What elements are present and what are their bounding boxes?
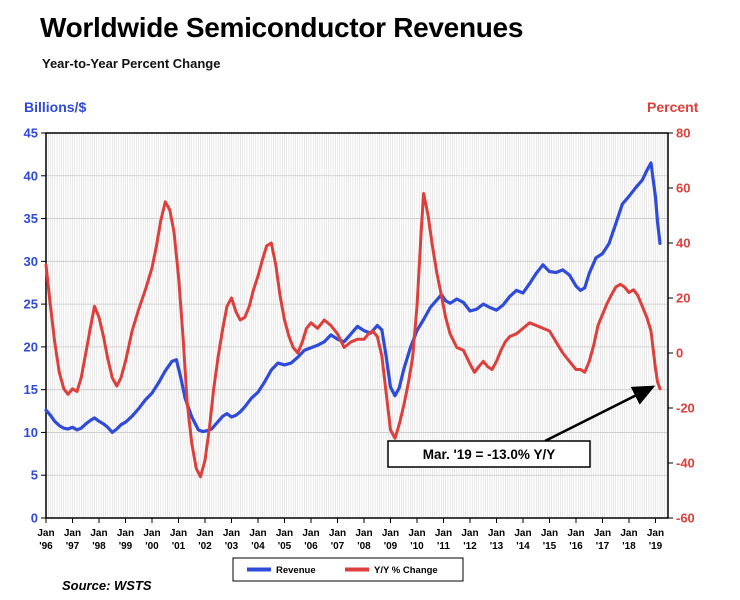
plot-border <box>45 132 669 519</box>
axis-tick-marks <box>41 132 673 523</box>
svg-text:Jan: Jan <box>620 528 637 539</box>
legend: Revenue Y/Y % Change <box>232 557 464 582</box>
svg-text:'15: '15 <box>543 541 557 552</box>
svg-text:'06: '06 <box>304 541 318 552</box>
svg-text:Jan: Jan <box>170 528 187 539</box>
svg-text:'05: '05 <box>278 541 292 552</box>
svg-text:'03: '03 <box>225 541 239 552</box>
svg-text:Jan: Jan <box>90 528 107 539</box>
source-credit: Source: WSTS <box>62 578 152 593</box>
annotation-arrow <box>544 385 656 443</box>
svg-text:Jan: Jan <box>37 528 54 539</box>
svg-text:Jan: Jan <box>435 528 452 539</box>
svg-text:'16: '16 <box>569 541 583 552</box>
annotation: Mar. '19 = -13.0% Y/Y <box>387 385 656 468</box>
svg-text:'13: '13 <box>490 541 504 552</box>
svg-text:45: 45 <box>24 126 38 141</box>
svg-text:'00: '00 <box>145 541 159 552</box>
chart-canvas: Billions/$ Percent 45 40 35 30 25 20 15 10 5 0 80… <box>24 99 699 582</box>
annotation-label: Mar. '19 = -13.0% Y/Y <box>423 447 555 462</box>
svg-text:'07: '07 <box>331 541 345 552</box>
svg-text:'19: '19 <box>649 541 663 552</box>
svg-text:'12: '12 <box>463 541 477 552</box>
svg-text:Jan: Jan <box>329 528 346 539</box>
svg-text:20: 20 <box>24 339 38 354</box>
svg-text:Jan: Jan <box>408 528 425 539</box>
svg-text:-60: -60 <box>676 511 695 526</box>
svg-text:'02: '02 <box>198 541 212 552</box>
svg-text:'99: '99 <box>119 541 133 552</box>
legend-yoy-label: Y/Y % Change <box>374 565 438 576</box>
svg-text:Jan: Jan <box>488 528 505 539</box>
svg-text:40: 40 <box>24 168 38 183</box>
svg-text:-40: -40 <box>676 456 695 471</box>
svg-text:'01: '01 <box>172 541 186 552</box>
svg-text:'08: '08 <box>357 541 371 552</box>
svg-text:Jan: Jan <box>594 528 611 539</box>
svg-text:0: 0 <box>31 511 38 526</box>
chart-title: Worldwide Semiconductor Revenues <box>40 12 524 43</box>
svg-text:'09: '09 <box>384 541 398 552</box>
svg-text:30: 30 <box>24 254 38 269</box>
svg-text:'97: '97 <box>66 541 80 552</box>
svg-text:20: 20 <box>676 291 690 306</box>
svg-text:Jan: Jan <box>117 528 134 539</box>
svg-text:Jan: Jan <box>355 528 372 539</box>
yoy-line <box>44 192 662 479</box>
svg-text:Jan: Jan <box>461 528 478 539</box>
svg-text:Jan: Jan <box>514 528 531 539</box>
svg-text:'10: '10 <box>410 541 424 552</box>
svg-text:25: 25 <box>24 297 38 312</box>
svg-text:-20: -20 <box>676 401 695 416</box>
svg-text:Jan: Jan <box>249 528 266 539</box>
svg-text:'17: '17 <box>596 541 610 552</box>
left-axis-title: Billions/$ <box>24 99 86 115</box>
svg-text:'96: '96 <box>39 541 53 552</box>
right-axis-title: Percent <box>647 99 699 115</box>
svg-text:Jan: Jan <box>143 528 160 539</box>
x-axis-labels: Jan '96 Jan '97 Jan '98 Jan '99 Jan '00 Jan '01 Jan '… <box>37 528 664 552</box>
svg-text:80: 80 <box>676 126 690 141</box>
svg-text:35: 35 <box>24 211 38 226</box>
svg-text:40: 40 <box>676 236 690 251</box>
svg-text:Jan: Jan <box>382 528 399 539</box>
svg-text:'11: '11 <box>437 541 450 552</box>
svg-text:Jan: Jan <box>196 528 213 539</box>
svg-text:Jan: Jan <box>276 528 293 539</box>
svg-text:10: 10 <box>24 425 38 440</box>
annotation-box <box>387 440 591 468</box>
svg-text:'14: '14 <box>516 541 530 552</box>
svg-text:Jan: Jan <box>302 528 319 539</box>
svg-text:Jan: Jan <box>64 528 81 539</box>
svg-text:60: 60 <box>676 181 690 196</box>
svg-text:0: 0 <box>676 346 683 361</box>
svg-text:Jan: Jan <box>541 528 558 539</box>
svg-text:Jan: Jan <box>567 528 584 539</box>
svg-text:Jan: Jan <box>223 528 240 539</box>
svg-text:'04: '04 <box>251 541 265 552</box>
svg-text:'18: '18 <box>622 541 636 552</box>
svg-text:5: 5 <box>31 468 38 483</box>
legend-revenue-label: Revenue <box>276 565 316 576</box>
right-axis-labels: 80 60 40 20 0 -20 -40 -60 <box>676 126 695 526</box>
svg-text:'98: '98 <box>92 541 106 552</box>
left-axis-labels: 45 40 35 30 25 20 15 10 5 0 <box>24 126 38 526</box>
chart-subtitle: Year-to-Year Percent Change <box>42 56 221 71</box>
svg-text:Jan: Jan <box>647 528 664 539</box>
svg-text:15: 15 <box>24 382 38 397</box>
